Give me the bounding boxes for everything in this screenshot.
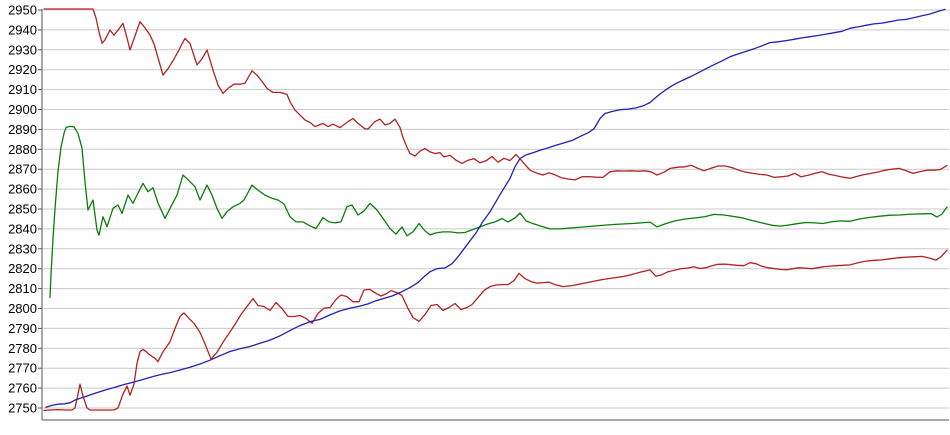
y-axis-label: 2850	[8, 202, 37, 217]
y-axis-label: 2910	[8, 82, 37, 97]
series-red-lower-rising	[43, 249, 948, 412]
y-axis-label: 2880	[8, 142, 37, 157]
y-axis-label: 2820	[8, 261, 37, 276]
y-axis-label: 2770	[8, 361, 37, 376]
y-axis-label: 2750	[8, 401, 37, 416]
y-axis-label: 2840	[8, 221, 37, 236]
y-axis-label: 2830	[8, 241, 37, 256]
y-axis-label: 2950	[8, 3, 37, 18]
series-blue-rising	[45, 8, 946, 408]
series-red-upper-declining	[43, 8, 948, 181]
series-green-middle	[49, 125, 948, 299]
y-axis-label: 2940	[8, 22, 37, 37]
y-axis-label: 2800	[8, 301, 37, 316]
y-axis-label: 2920	[8, 62, 37, 77]
y-axis-label: 2760	[8, 381, 37, 396]
y-axis-label: 2790	[8, 321, 37, 336]
y-axis-label: 2860	[8, 182, 37, 197]
y-axis-label: 2780	[8, 341, 37, 356]
y-axis-label: 2890	[8, 122, 37, 137]
y-axis-label: 2900	[8, 102, 37, 117]
y-axis-label: 2930	[8, 42, 37, 57]
y-axis-label: 2810	[8, 281, 37, 296]
y-axis-label: 2870	[8, 162, 37, 177]
